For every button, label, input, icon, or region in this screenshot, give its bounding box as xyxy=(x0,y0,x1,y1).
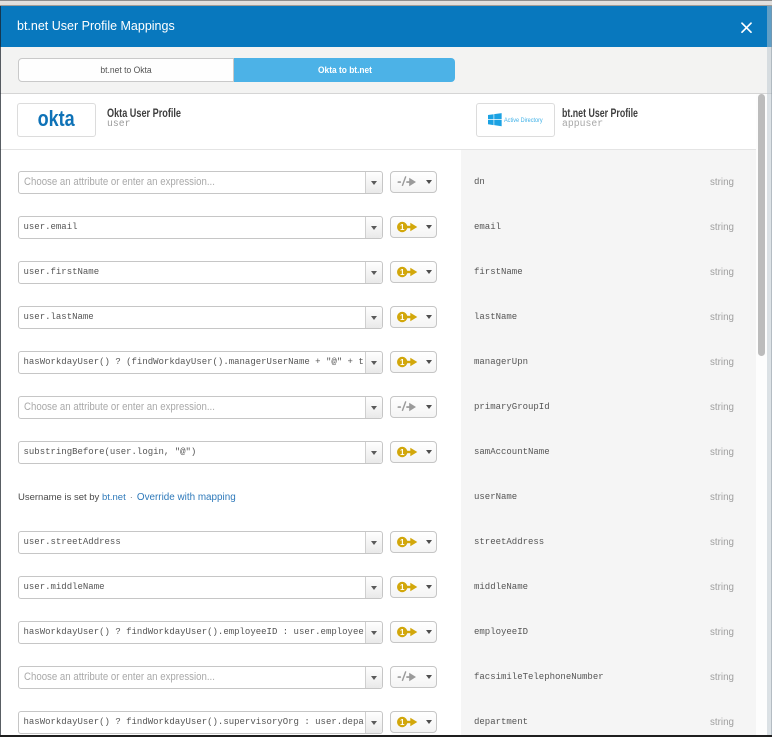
svg-text:1: 1 xyxy=(400,448,405,457)
svg-text:1: 1 xyxy=(400,268,405,277)
svg-text:1: 1 xyxy=(400,583,405,592)
svg-text:1: 1 xyxy=(400,538,405,547)
svg-text:1: 1 xyxy=(400,358,405,367)
svg-text:1: 1 xyxy=(400,718,405,727)
svg-text:1: 1 xyxy=(400,223,405,232)
svg-text:1: 1 xyxy=(400,628,405,637)
svg-text:1: 1 xyxy=(400,313,405,322)
